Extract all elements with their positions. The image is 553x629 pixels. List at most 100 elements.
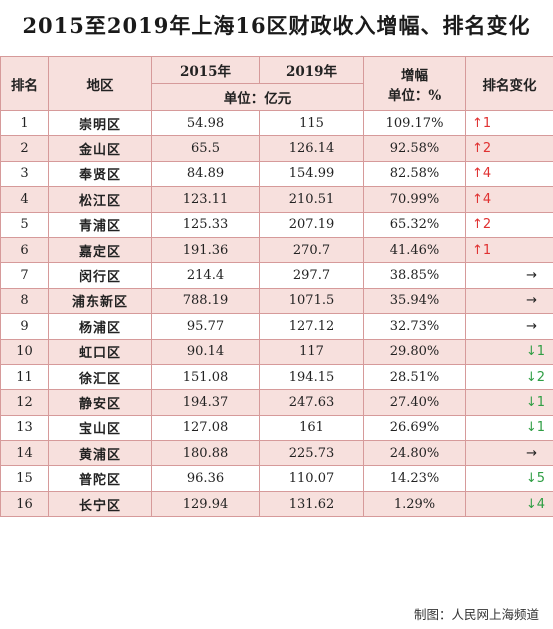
district-cell: 徐汇区 xyxy=(48,363,152,391)
rank-cell: 11 xyxy=(0,363,49,391)
district-cell: 虹口区 xyxy=(48,338,152,365)
growth-cell: 28.51% xyxy=(363,363,466,391)
header-growth-unit: 单位：% xyxy=(387,87,442,104)
rank-cell: 5 xyxy=(0,211,49,238)
table-row: 10 虹口区 90.14 117 29.80% ↓1 xyxy=(0,338,553,365)
table-row: 3 奉贤区 84.89 154.99 82.58% ↑4 xyxy=(0,160,553,188)
revenue-2019-cell: 270.7 xyxy=(259,236,364,264)
table-row: 7 闵行区 214.4 297.7 38.85% → xyxy=(0,262,553,289)
revenue-2015-cell: 123.11 xyxy=(151,186,260,213)
page-title: 2015至2019年上海16区财政收入增幅、排名变化 xyxy=(22,13,531,38)
rank-cell: 10 xyxy=(0,338,49,365)
rank-change-cell: ↓1 xyxy=(465,338,553,365)
rank-cell: 12 xyxy=(0,389,49,416)
revenue-2019-cell: 154.99 xyxy=(259,160,364,188)
revenue-2015-cell: 129.94 xyxy=(151,490,260,518)
rank-change-cell: ↑2 xyxy=(465,135,553,162)
revenue-2019-cell: 225.73 xyxy=(259,440,364,467)
growth-cell: 109.17% xyxy=(363,109,466,137)
rank-cell: 14 xyxy=(0,440,49,467)
table-row: 13 宝山区 127.08 161 26.69% ↓1 xyxy=(0,414,553,442)
growth-cell: 32.73% xyxy=(363,313,466,340)
rank-change-cell: → xyxy=(465,287,553,315)
revenue-2015-cell: 788.19 xyxy=(151,287,260,315)
revenue-2019-cell: 110.07 xyxy=(259,465,364,492)
growth-cell: 41.46% xyxy=(363,236,466,264)
revenue-2019-cell: 117 xyxy=(259,338,364,365)
table-row: 1 崇明区 54.98 115 109.17% ↑1 xyxy=(0,109,553,137)
rank-change-cell: → xyxy=(465,313,553,340)
table-row: 6 嘉定区 191.36 270.7 41.46% ↑1 xyxy=(0,236,553,264)
growth-cell: 92.58% xyxy=(363,135,466,162)
table-row: 12 静安区 194.37 247.63 27.40% ↓1 xyxy=(0,389,553,416)
district-cell: 杨浦区 xyxy=(48,313,152,340)
table-row: 8 浦东新区 788.19 1071.5 35.94% → xyxy=(0,287,553,315)
district-cell: 宝山区 xyxy=(48,414,152,442)
table-row: 4 松江区 123.11 210.51 70.99% ↑4 xyxy=(0,186,553,213)
table-row: 15 普陀区 96.36 110.07 14.23% ↓5 xyxy=(0,465,553,492)
rank-change-cell: ↑2 xyxy=(465,211,553,238)
district-cell: 崇明区 xyxy=(48,109,152,137)
district-cell: 普陀区 xyxy=(48,465,152,492)
rank-change-cell: ↓1 xyxy=(465,389,553,416)
growth-cell: 27.40% xyxy=(363,389,466,416)
district-cell: 静安区 xyxy=(48,389,152,416)
revenue-2015-cell: 214.4 xyxy=(151,262,260,289)
revenue-2015-cell: 96.36 xyxy=(151,465,260,492)
growth-cell: 26.69% xyxy=(363,414,466,442)
district-cell: 奉贤区 xyxy=(48,160,152,188)
revenue-2019-cell: 207.19 xyxy=(259,211,364,238)
revenue-2015-cell: 90.14 xyxy=(151,338,260,365)
growth-cell: 35.94% xyxy=(363,287,466,315)
rank-cell: 16 xyxy=(0,490,49,518)
district-cell: 青浦区 xyxy=(48,211,152,238)
header-rank: 排名 xyxy=(0,56,49,111)
table-row: 5 青浦区 125.33 207.19 65.32% ↑2 xyxy=(0,211,553,238)
rank-cell: 8 xyxy=(0,287,49,315)
growth-cell: 14.23% xyxy=(363,465,466,492)
revenue-2015-cell: 194.37 xyxy=(151,389,260,416)
rank-change-cell: ↓2 xyxy=(465,363,553,391)
rank-change-cell: → xyxy=(465,440,553,467)
district-cell: 松江区 xyxy=(48,186,152,213)
revenue-2019-cell: 194.15 xyxy=(259,363,364,391)
growth-cell: 29.80% xyxy=(363,338,466,365)
rank-change-cell: → xyxy=(465,262,553,289)
rank-change-cell: ↑1 xyxy=(465,236,553,264)
growth-cell: 24.80% xyxy=(363,440,466,467)
district-cell: 金山区 xyxy=(48,135,152,162)
rank-cell: 7 xyxy=(0,262,49,289)
revenue-2019-cell: 131.62 xyxy=(259,490,364,518)
revenue-2019-cell: 127.12 xyxy=(259,313,364,340)
table-row: 11 徐汇区 151.08 194.15 28.51% ↓2 xyxy=(0,363,553,391)
rank-cell: 3 xyxy=(0,160,49,188)
revenue-2019-cell: 297.7 xyxy=(259,262,364,289)
district-cell: 嘉定区 xyxy=(48,236,152,264)
rank-change-cell: ↓1 xyxy=(465,414,553,442)
header-rank-change: 排名变化 xyxy=(465,56,553,111)
table-row: 9 杨浦区 95.77 127.12 32.73% → xyxy=(0,313,553,340)
revenue-2015-cell: 191.36 xyxy=(151,236,260,264)
revenue-2015-cell: 125.33 xyxy=(151,211,260,238)
revenue-2019-cell: 247.63 xyxy=(259,389,364,416)
revenue-2015-cell: 180.88 xyxy=(151,440,260,467)
rank-change-cell: ↑4 xyxy=(465,160,553,188)
rank-cell: 9 xyxy=(0,313,49,340)
growth-cell: 1.29% xyxy=(363,490,466,518)
growth-cell: 38.85% xyxy=(363,262,466,289)
growth-cell: 82.58% xyxy=(363,160,466,188)
rank-cell: 4 xyxy=(0,186,49,213)
district-cell: 浦东新区 xyxy=(48,287,152,315)
revenue-2019-cell: 161 xyxy=(259,414,364,442)
table-row: 14 黄浦区 180.88 225.73 24.80% → xyxy=(0,440,553,467)
revenue-2015-cell: 127.08 xyxy=(151,414,260,442)
header-2019: 2019年 xyxy=(259,56,364,84)
footer-credit: 制图：人民网上海频道 xyxy=(413,607,539,622)
district-cell: 闵行区 xyxy=(48,262,152,289)
revenue-2019-cell: 1071.5 xyxy=(259,287,364,315)
growth-cell: 70.99% xyxy=(363,186,466,213)
rank-change-cell: ↓5 xyxy=(465,465,553,492)
district-cell: 黄浦区 xyxy=(48,440,152,467)
revenue-2015-cell: 95.77 xyxy=(151,313,260,340)
rank-change-cell: ↑4 xyxy=(465,186,553,213)
